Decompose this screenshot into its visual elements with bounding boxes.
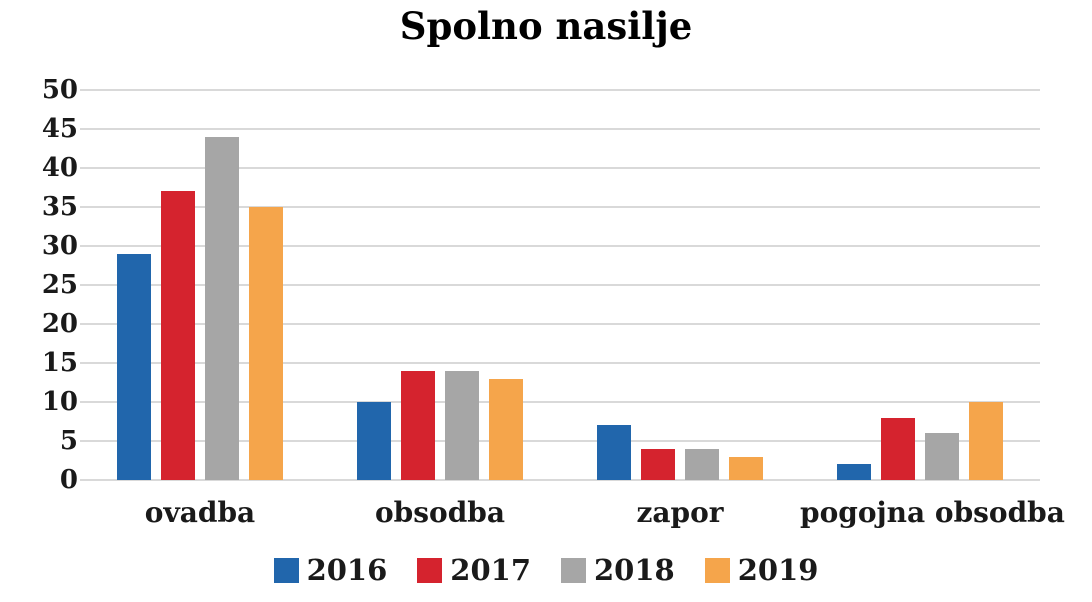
gridline-y-15 <box>80 362 1040 364</box>
legend-swatch-2019 <box>704 558 730 583</box>
gridline-y-50 <box>80 89 1040 91</box>
x-category-label-pogojna-obsodba: pogojna obsodba <box>800 496 1065 529</box>
gridline-y-5 <box>80 440 1040 442</box>
bar-group-ovadba <box>80 90 320 480</box>
x-category-label-zapor: zapor <box>636 496 724 529</box>
y-tick-label-0: 0 <box>59 465 78 495</box>
gridline-y-25 <box>80 284 1040 286</box>
x-category-label-ovadba: ovadba <box>144 496 256 529</box>
bar-2017-zapor <box>641 448 675 480</box>
y-tick-label-50: 50 <box>41 75 78 105</box>
y-tick-label-20: 20 <box>41 309 78 339</box>
chart-title: Spolno nasilje <box>399 4 693 48</box>
y-tick-label-15: 15 <box>41 348 78 378</box>
gridline-y-0 <box>80 479 1040 481</box>
bar-group-pogojna-obsodba <box>800 90 1040 480</box>
x-axis-labels: ovadba obsodba zapor pogojna obsodba <box>80 496 1065 538</box>
bar-2016-zapor <box>597 425 631 480</box>
bar-2019-pogojna-obsodba <box>969 402 1003 480</box>
y-tick-label-5: 5 <box>59 426 78 456</box>
y-tick-label-45: 45 <box>41 114 78 144</box>
bar-group-obsodba <box>320 90 560 480</box>
bar-2019-zapor <box>729 456 763 480</box>
legend-item-2016: 2016 <box>273 553 388 587</box>
legend-label-2017: 2017 <box>450 553 531 587</box>
legend-swatch-2018 <box>561 558 586 583</box>
legend-label-2018: 2018 <box>594 553 675 587</box>
bar-2017-obsodba <box>401 370 435 480</box>
gridline-y-30 <box>80 245 1040 247</box>
legend-item-2017: 2017 <box>417 556 531 585</box>
gridline-y-10 <box>80 401 1040 403</box>
legend-label-2019: 2019 <box>737 553 819 587</box>
bar-2016-ovadba <box>117 253 151 480</box>
legend-swatch-2017 <box>417 558 443 583</box>
legend-item-2018: 2018 <box>561 556 675 585</box>
x-category-label-obsodba: obsodba <box>375 496 505 529</box>
bar-2016-obsodba <box>357 402 391 480</box>
bar-2019-ovadba <box>249 207 283 480</box>
y-tick-label-35: 35 <box>41 192 78 222</box>
y-tick-label-25: 25 <box>41 270 78 300</box>
bar-2018-ovadba <box>205 136 239 480</box>
gridline-y-20 <box>80 323 1040 325</box>
bar-group-zapor <box>560 90 800 480</box>
bar-2018-pogojna-obsodba <box>925 433 959 480</box>
y-tick-label-30: 30 <box>41 231 78 261</box>
legend-swatch-2016 <box>273 558 299 583</box>
bar-2017-pogojna-obsodba <box>881 417 915 480</box>
legend-label-2016: 2016 <box>306 553 388 587</box>
gridline-y-45 <box>80 128 1040 130</box>
bar-2018-obsodba <box>445 370 479 480</box>
bar-2017-ovadba <box>161 191 195 480</box>
plot-area <box>80 89 1040 481</box>
bar-2016-pogojna-obsodba <box>837 464 871 480</box>
gridline-y-35 <box>80 206 1040 208</box>
legend-item-2019: 2019 <box>704 553 819 587</box>
bar-2018-zapor <box>685 448 719 480</box>
gridline-y-40 <box>80 167 1040 169</box>
y-tick-label-10: 10 <box>41 387 78 417</box>
legend: 2016 2017 2018 2019 <box>0 556 1092 585</box>
y-tick-label-40: 40 <box>41 153 78 183</box>
bar-2019-obsodba <box>489 378 523 480</box>
